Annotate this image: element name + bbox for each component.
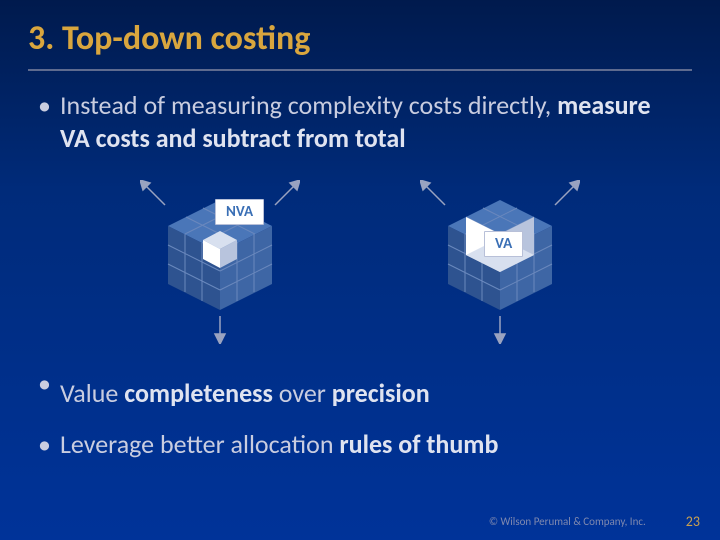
diagram-row: NVA xyxy=(0,174,720,349)
bullet-2-mid: over xyxy=(273,377,332,409)
arrow-icon xyxy=(210,314,230,344)
bullet-3-pre: Leverage better allocation xyxy=(60,428,339,460)
bullet-2-bold2: precision xyxy=(332,377,430,409)
bullet-1-text: Instead of measuring complexity costs di… xyxy=(60,89,557,121)
arrow-icon xyxy=(420,180,450,210)
va-label: VA xyxy=(484,231,523,257)
bullet-2-pre: Value xyxy=(60,377,124,409)
copyright-text: © Wilson Perumal & Company, Inc. xyxy=(489,515,646,528)
bullet-3: Leverage better allocation rules of thum… xyxy=(0,410,720,461)
bullet-2: Value completeness over precision xyxy=(0,349,720,410)
diagram-va: VA xyxy=(400,174,600,349)
slide-footer: © Wilson Perumal & Company, Inc. 23 xyxy=(489,513,700,530)
arrow-icon xyxy=(140,180,170,210)
arrow-icon xyxy=(490,314,510,344)
bullet-3-bold: rules of thumb xyxy=(339,428,498,460)
bullet-2-bold1: completeness xyxy=(124,377,273,409)
slide-title: 3. Top-down costing xyxy=(0,0,720,59)
arrow-icon xyxy=(270,180,300,210)
nva-label: NVA xyxy=(215,199,264,225)
arrow-icon xyxy=(550,180,580,210)
va-cube-icon xyxy=(430,192,570,332)
diagram-nva: NVA xyxy=(120,174,320,349)
bullet-1: Instead of measuring complexity costs di… xyxy=(0,71,720,154)
page-number: 23 xyxy=(686,513,700,530)
